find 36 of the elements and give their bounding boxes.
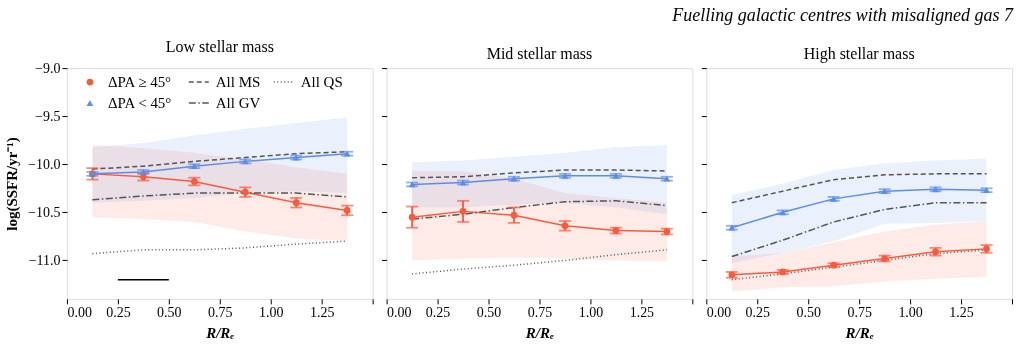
x-tick-label: 1.25 [949,305,974,321]
chart-title: Mid stellar mass [486,44,593,62]
x-tick-label: 0.50 [476,305,502,321]
text: Fuelling galactic centres with misaligned gas 7 [671,4,1015,25]
x-tick-label: 0.75 [208,305,233,321]
chart-title: Low stellar mass [165,38,274,56]
legend-label: All MS [215,74,261,91]
x-tick-label: 1.00 [578,305,604,321]
legend-label: ΔPA < 45° [107,95,172,112]
x-tick-label: 0.25 [106,305,131,321]
x-tick-label: 1.00 [259,305,284,321]
y-tick-label: −10.0 [28,156,61,172]
chart-title: High stellar mass [803,44,915,63]
x-tick-label: 0.75 [847,305,872,321]
x-tick-label: 1.25 [309,305,335,321]
y-axis-title: log(SSFR/yr⁻¹) [4,137,22,231]
x-tick-label: 0.25 [425,305,451,321]
x-tick-label: 1.25 [629,305,655,321]
legend-label: ΔPA ≥ 45° [107,74,172,91]
y-tick-label: −9.5 [35,108,61,124]
x-tick-label: 0.00 [387,305,412,321]
x-tick-label: 0.50 [157,305,182,321]
x-axis-title: R/Rₑ [844,325,874,342]
x-tick-label: 0.25 [745,305,770,321]
x-tick-label: 0.50 [796,305,821,321]
x-axis-title: R/Rₑ [524,325,555,342]
y-tick-label: −11.0 [28,252,61,268]
x-tick-label: 0.75 [527,305,553,321]
x-tick-label: 1.00 [898,305,923,321]
legend-label: All GV [215,95,261,112]
y-tick-label: −9.0 [35,60,61,76]
x-tick-label: 0.00 [706,305,732,321]
x-tick-label: 0.00 [67,305,92,321]
y-tick-label: −10.5 [28,204,61,220]
legend-label: All QS [300,74,343,91]
x-axis-title: R/Rₑ [205,325,235,342]
